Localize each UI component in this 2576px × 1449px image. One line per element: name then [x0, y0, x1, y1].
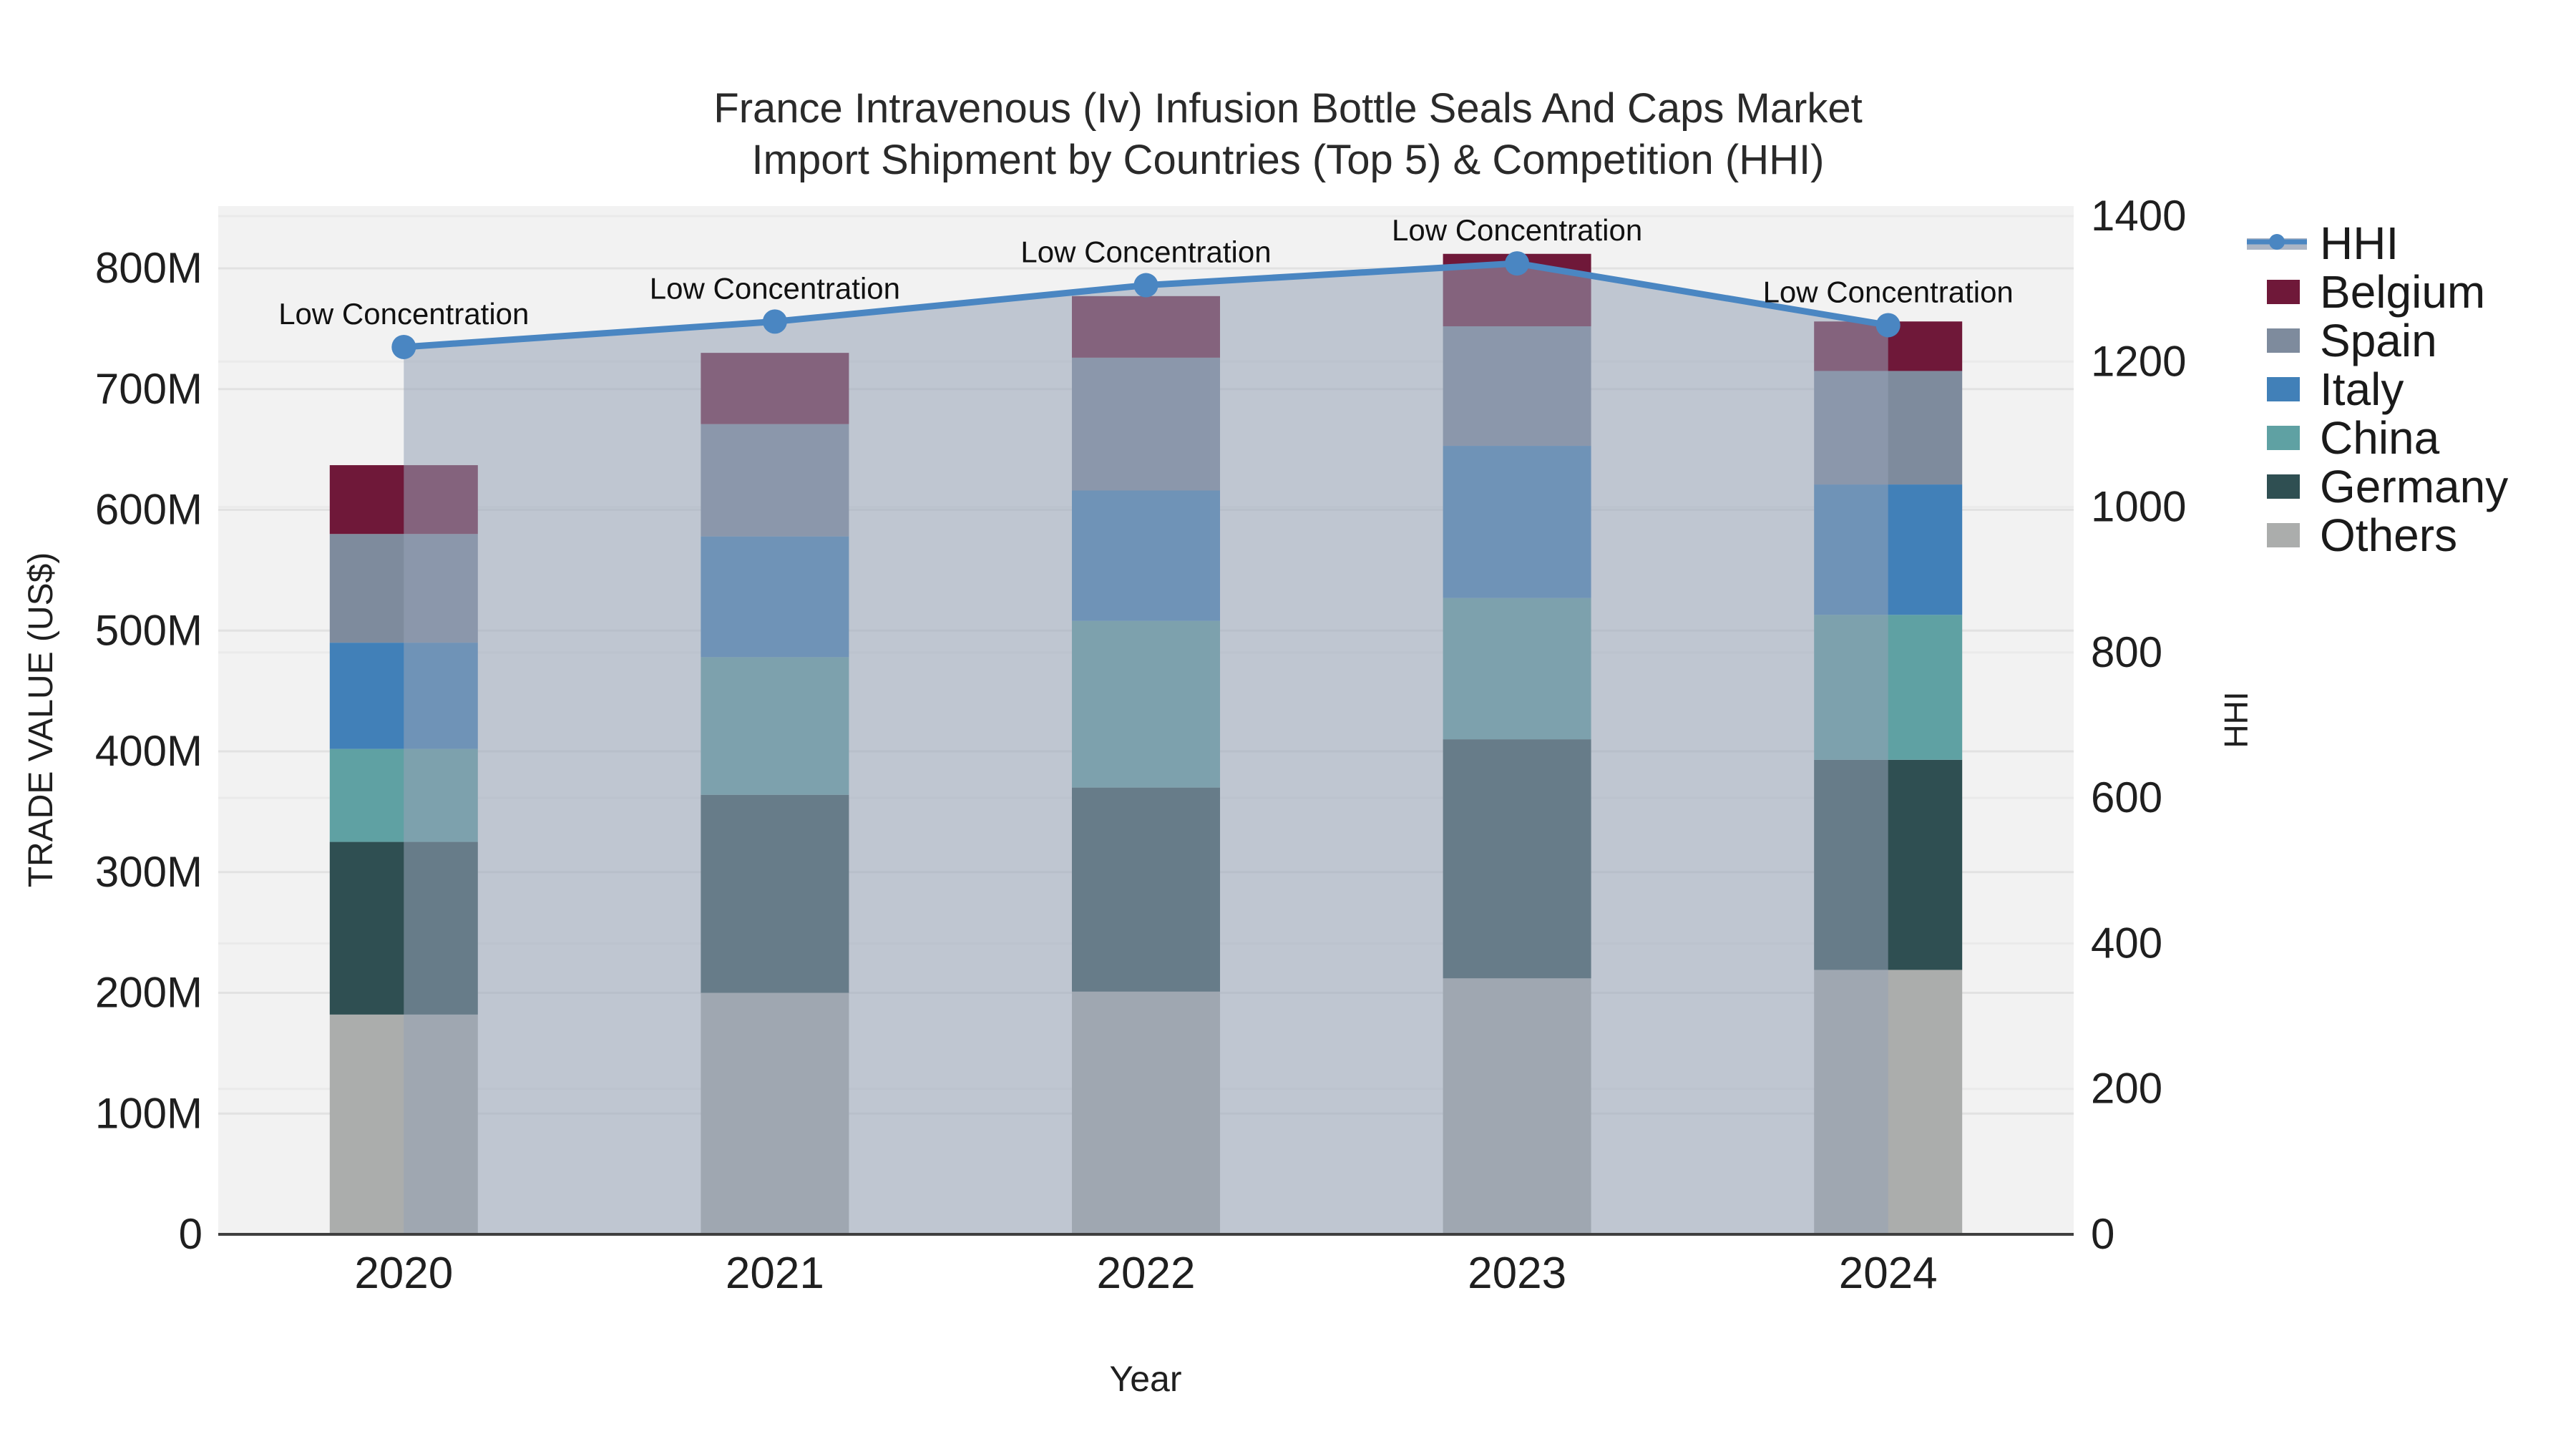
legend-label: Others — [2320, 509, 2458, 561]
y2-axis-tick: 200 — [2091, 1065, 2162, 1113]
hhi-marker-2020[interactable] — [391, 334, 416, 359]
y2-axis-tick: 1200 — [2091, 337, 2186, 385]
hhi-area-fill — [404, 263, 1888, 1234]
hhi-marker-2021[interactable] — [762, 309, 787, 334]
y-axis-tick: 800M — [95, 244, 203, 292]
x-axis-tick: 2021 — [726, 1249, 824, 1298]
legend-item-spain[interactable]: Spain — [2267, 316, 2508, 365]
italy-swatch-icon — [2267, 377, 2300, 401]
y-axis-tick: 0 — [179, 1210, 203, 1258]
germany-swatch-icon — [2267, 474, 2300, 499]
belgium-swatch-icon — [2267, 280, 2300, 304]
legend-label: Belgium — [2320, 266, 2486, 318]
hhi-marker-2024[interactable] — [1875, 313, 1901, 338]
y2-axis-tick: 600 — [2091, 774, 2162, 821]
y-axis-tick: 400M — [95, 727, 203, 775]
china-swatch-icon — [2267, 426, 2300, 450]
y-axis-tick: 100M — [95, 1089, 203, 1137]
legend-item-china[interactable]: China — [2267, 414, 2508, 462]
y2-axis-tick: 0 — [2091, 1210, 2114, 1258]
x-axis-tick: 2022 — [1097, 1249, 1196, 1298]
legend: HHI Belgium Spain Italy China Germany Others — [2247, 218, 2508, 560]
annotation-2022: Low Concentration — [1020, 235, 1271, 269]
y-axis-tick: 500M — [95, 606, 203, 654]
legend-label: Spain — [2320, 315, 2437, 366]
y2-axis-tick: 400 — [2091, 919, 2162, 967]
legend-item-others[interactable]: Others — [2267, 511, 2508, 560]
y-axis-tick: 300M — [95, 848, 203, 896]
y2-axis-tick: 1400 — [2091, 192, 2186, 240]
y-axis-tick: 600M — [95, 486, 203, 534]
y-axis-tick: 200M — [95, 969, 203, 1017]
hhi-marker-2023[interactable] — [1505, 251, 1530, 276]
annotation-2024: Low Concentration — [1763, 275, 2014, 308]
chart-title-line2: Import Shipment by Countries (Top 5) & C… — [751, 137, 1825, 183]
annotation-2020: Low Concentration — [278, 297, 529, 331]
annotation-2023: Low Concentration — [1392, 213, 1642, 247]
legend-label: HHI — [2320, 218, 2399, 269]
y2-axis-title: HHI — [2218, 691, 2255, 748]
annotation-2021: Low Concentration — [650, 271, 900, 305]
others-swatch-icon — [2267, 523, 2300, 547]
hhi-line-swatch-icon — [2247, 229, 2307, 258]
legend-item-belgium[interactable]: Belgium — [2267, 268, 2508, 316]
x-axis-tick: 2023 — [1468, 1249, 1566, 1298]
x-axis-tick: 2024 — [1839, 1249, 1938, 1298]
legend-item-hhi[interactable]: HHI — [2247, 218, 2508, 269]
legend-label: China — [2320, 412, 2440, 464]
hhi-marker-2022[interactable] — [1133, 273, 1158, 298]
y2-axis-tick: 800 — [2091, 628, 2162, 676]
legend-label: Germany — [2320, 461, 2509, 512]
x-axis-tick: 2020 — [354, 1249, 453, 1298]
chart-title-line1: France Intravenous (Iv) Infusion Bottle … — [713, 85, 1863, 132]
legend-label: Italy — [2320, 364, 2404, 415]
y-axis-title: TRADE VALUE (US$) — [22, 552, 60, 888]
legend-item-germany[interactable]: Germany — [2267, 462, 2508, 511]
y2-axis-tick: 1000 — [2091, 483, 2186, 531]
x-axis-title: Year — [1109, 1359, 1182, 1399]
spain-swatch-icon — [2267, 328, 2300, 353]
legend-item-italy[interactable]: Italy — [2267, 365, 2508, 414]
y-axis-tick: 700M — [95, 365, 203, 413]
